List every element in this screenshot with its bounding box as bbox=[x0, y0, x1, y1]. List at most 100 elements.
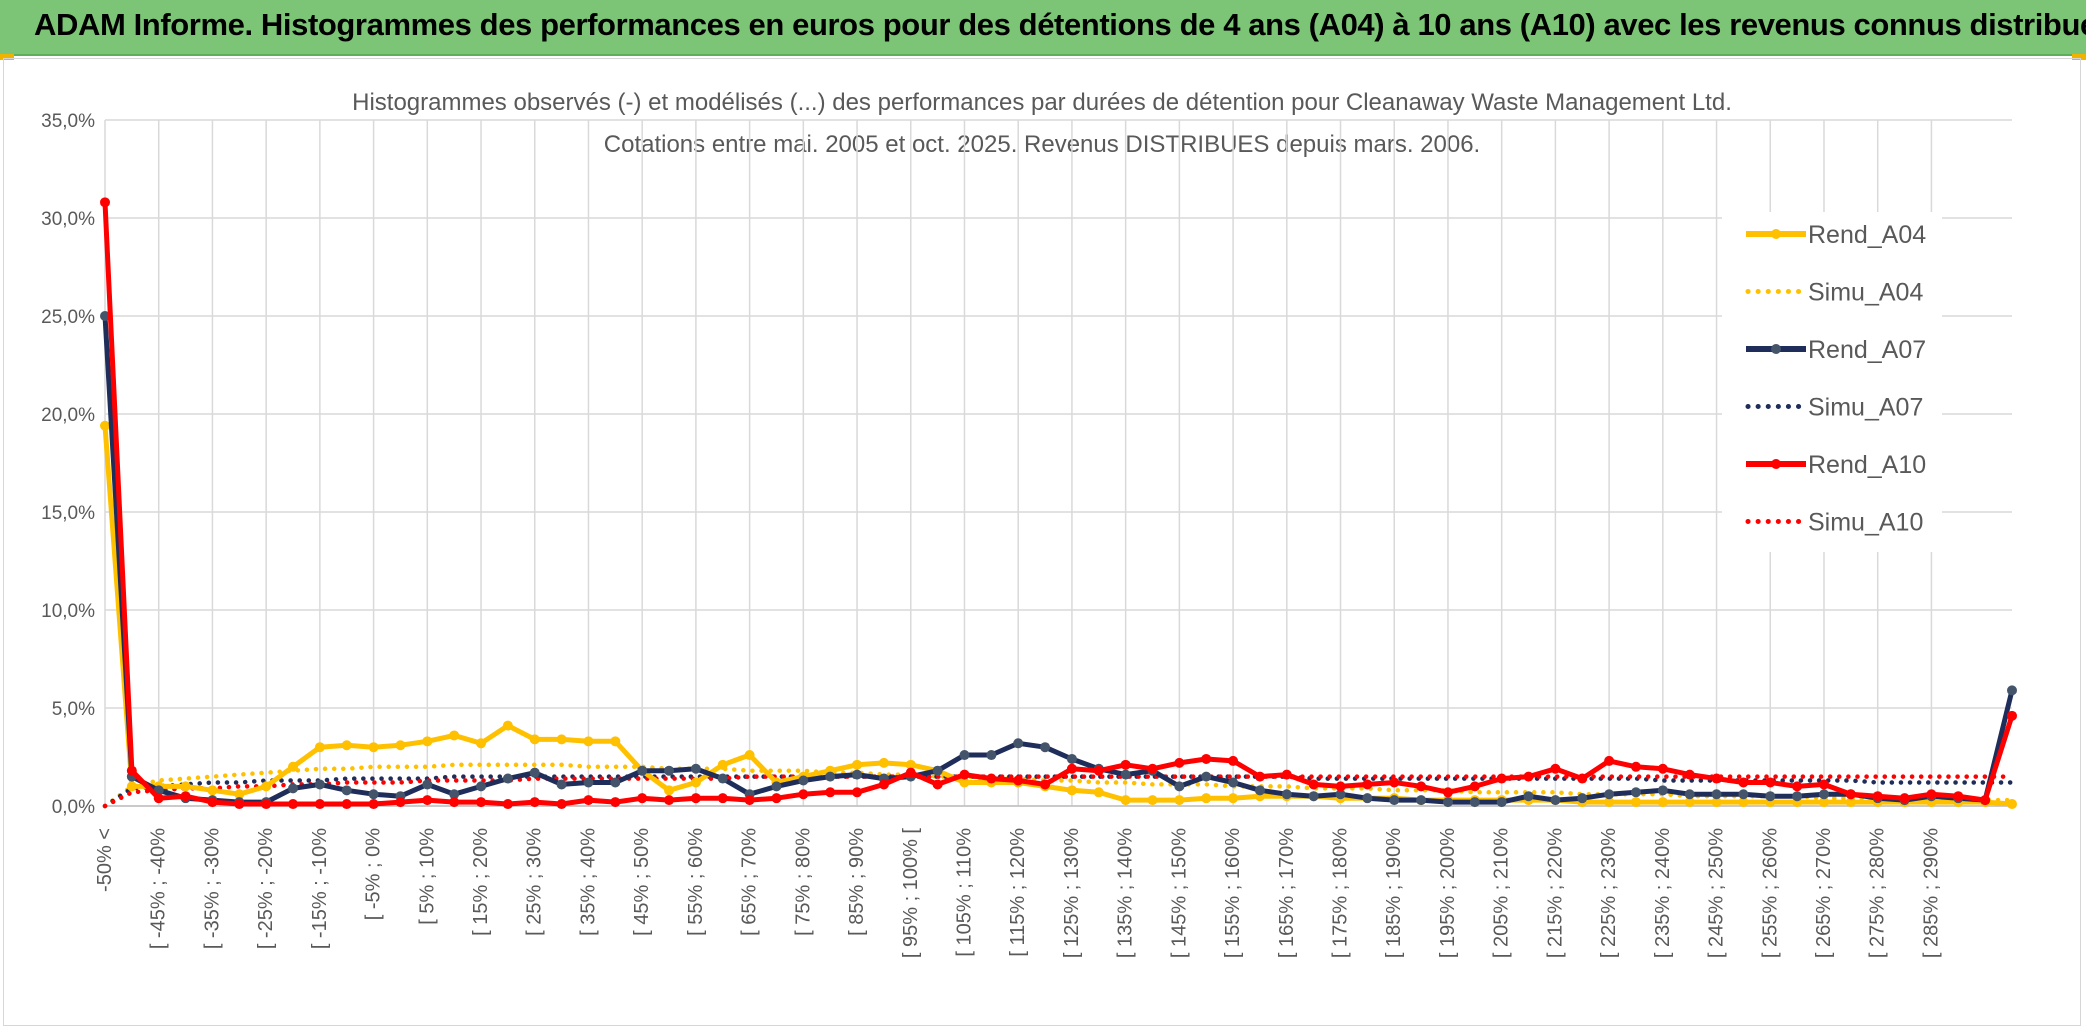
data-point bbox=[1254, 771, 1265, 782]
data-point bbox=[1711, 773, 1722, 784]
y-tick-label: 35,0% bbox=[41, 111, 95, 132]
legend-box bbox=[1722, 212, 1942, 552]
data-point bbox=[1442, 797, 1453, 808]
data-point bbox=[825, 771, 836, 782]
data-point bbox=[234, 789, 245, 800]
data-point bbox=[2007, 685, 2017, 696]
data-point bbox=[1147, 763, 1158, 774]
legend-marker bbox=[1771, 229, 1781, 239]
x-tick-label: [ 45% ; 50% bbox=[631, 828, 653, 936]
x-tick-label: [ 215% ; 220% bbox=[1544, 828, 1566, 958]
data-point bbox=[1738, 797, 1749, 808]
data-point bbox=[1872, 791, 1883, 802]
data-point bbox=[1523, 771, 1534, 782]
data-point bbox=[1442, 787, 1453, 798]
data-point bbox=[1066, 763, 1077, 774]
x-tick-label: [ 175% ; 180% bbox=[1330, 828, 1352, 958]
data-point bbox=[771, 793, 782, 804]
data-point bbox=[314, 779, 325, 790]
data-point bbox=[798, 789, 809, 800]
data-point bbox=[1147, 795, 1158, 806]
chart-frame bbox=[3, 58, 2081, 1026]
data-point bbox=[717, 793, 728, 804]
data-point bbox=[502, 773, 513, 784]
data-point bbox=[1066, 753, 1077, 764]
data-point bbox=[1899, 793, 1910, 804]
data-point bbox=[314, 742, 325, 753]
data-point bbox=[1013, 775, 1024, 786]
x-tick-label: [ 265% ; 270% bbox=[1813, 828, 1835, 958]
chart-title: Histogrammes observés (-) et modélisés (… bbox=[352, 89, 1732, 116]
legend: Rend_A04 Simu_A04 Rend_A07 Simu_A07 Rend_A10… bbox=[1722, 212, 1942, 552]
data-point bbox=[1040, 779, 1051, 790]
data-point bbox=[1201, 753, 1212, 764]
data-point bbox=[1228, 777, 1239, 788]
data-point bbox=[583, 777, 594, 788]
x-tick-label: [ 165% ; 170% bbox=[1276, 828, 1298, 958]
series-rend_a10 bbox=[100, 197, 2017, 810]
data-point bbox=[1630, 797, 1641, 808]
data-point bbox=[905, 767, 916, 778]
data-point bbox=[126, 765, 137, 776]
data-point bbox=[690, 793, 701, 804]
x-tick-label: [ 285% ; 290% bbox=[1920, 828, 1942, 958]
data-point bbox=[1953, 791, 1964, 802]
data-point bbox=[476, 797, 487, 808]
data-point bbox=[1792, 791, 1803, 802]
data-point bbox=[852, 759, 863, 770]
data-point bbox=[1657, 797, 1668, 808]
y-tick-label: 15,0% bbox=[41, 503, 95, 524]
y-tick-label: 5,0% bbox=[52, 699, 95, 720]
legend-label: Simu_A10 bbox=[1808, 509, 1923, 537]
data-point bbox=[959, 769, 970, 780]
data-point bbox=[207, 797, 218, 808]
data-point bbox=[368, 789, 379, 800]
data-point bbox=[556, 734, 567, 745]
data-point bbox=[905, 759, 916, 770]
grid bbox=[104, 119, 2012, 807]
x-tick-label: [ 135% ; 140% bbox=[1115, 828, 1137, 958]
data-point bbox=[1066, 785, 1077, 796]
data-point bbox=[583, 736, 594, 747]
data-point bbox=[1684, 797, 1695, 808]
data-point bbox=[126, 781, 137, 792]
data-point bbox=[1335, 789, 1346, 800]
data-point bbox=[610, 736, 621, 747]
x-tick-label: [ 195% ; 200% bbox=[1437, 828, 1459, 958]
data-point bbox=[341, 799, 352, 810]
data-point bbox=[610, 797, 621, 808]
data-point bbox=[180, 781, 191, 792]
x-tick-label: [ 145% ; 150% bbox=[1168, 828, 1190, 958]
data-point bbox=[449, 730, 460, 741]
data-point bbox=[1174, 795, 1185, 806]
data-point bbox=[1926, 789, 1937, 800]
data-point bbox=[341, 740, 352, 751]
data-point bbox=[878, 757, 889, 768]
data-point bbox=[1496, 797, 1507, 808]
legend-item-simu_a10: Simu_A10 bbox=[1745, 509, 1923, 537]
x-tick-label: [ 55% ; 60% bbox=[685, 828, 707, 936]
data-point bbox=[744, 795, 755, 806]
data-point bbox=[529, 767, 540, 778]
data-point bbox=[449, 789, 460, 800]
x-tick-label: [ -5% ; 0% bbox=[363, 828, 385, 920]
legend-item-rend_a04: Rend_A04 bbox=[1746, 221, 1926, 249]
data-point bbox=[100, 420, 110, 431]
data-point bbox=[690, 763, 701, 774]
data-point bbox=[1845, 797, 1856, 808]
data-point bbox=[153, 793, 164, 804]
x-tick-label: [ 5% ; 10% bbox=[416, 828, 438, 925]
data-point bbox=[959, 750, 970, 761]
data-point bbox=[529, 734, 540, 745]
data-point bbox=[1228, 755, 1239, 766]
data-point bbox=[1657, 763, 1668, 774]
data-point bbox=[395, 797, 406, 808]
data-point bbox=[852, 787, 863, 798]
data-point bbox=[1013, 738, 1024, 749]
data-point bbox=[422, 795, 433, 806]
data-point bbox=[717, 773, 728, 784]
data-point bbox=[234, 799, 245, 810]
data-point bbox=[1281, 769, 1292, 780]
x-tick-label: [ 185% ; 190% bbox=[1383, 828, 1405, 958]
